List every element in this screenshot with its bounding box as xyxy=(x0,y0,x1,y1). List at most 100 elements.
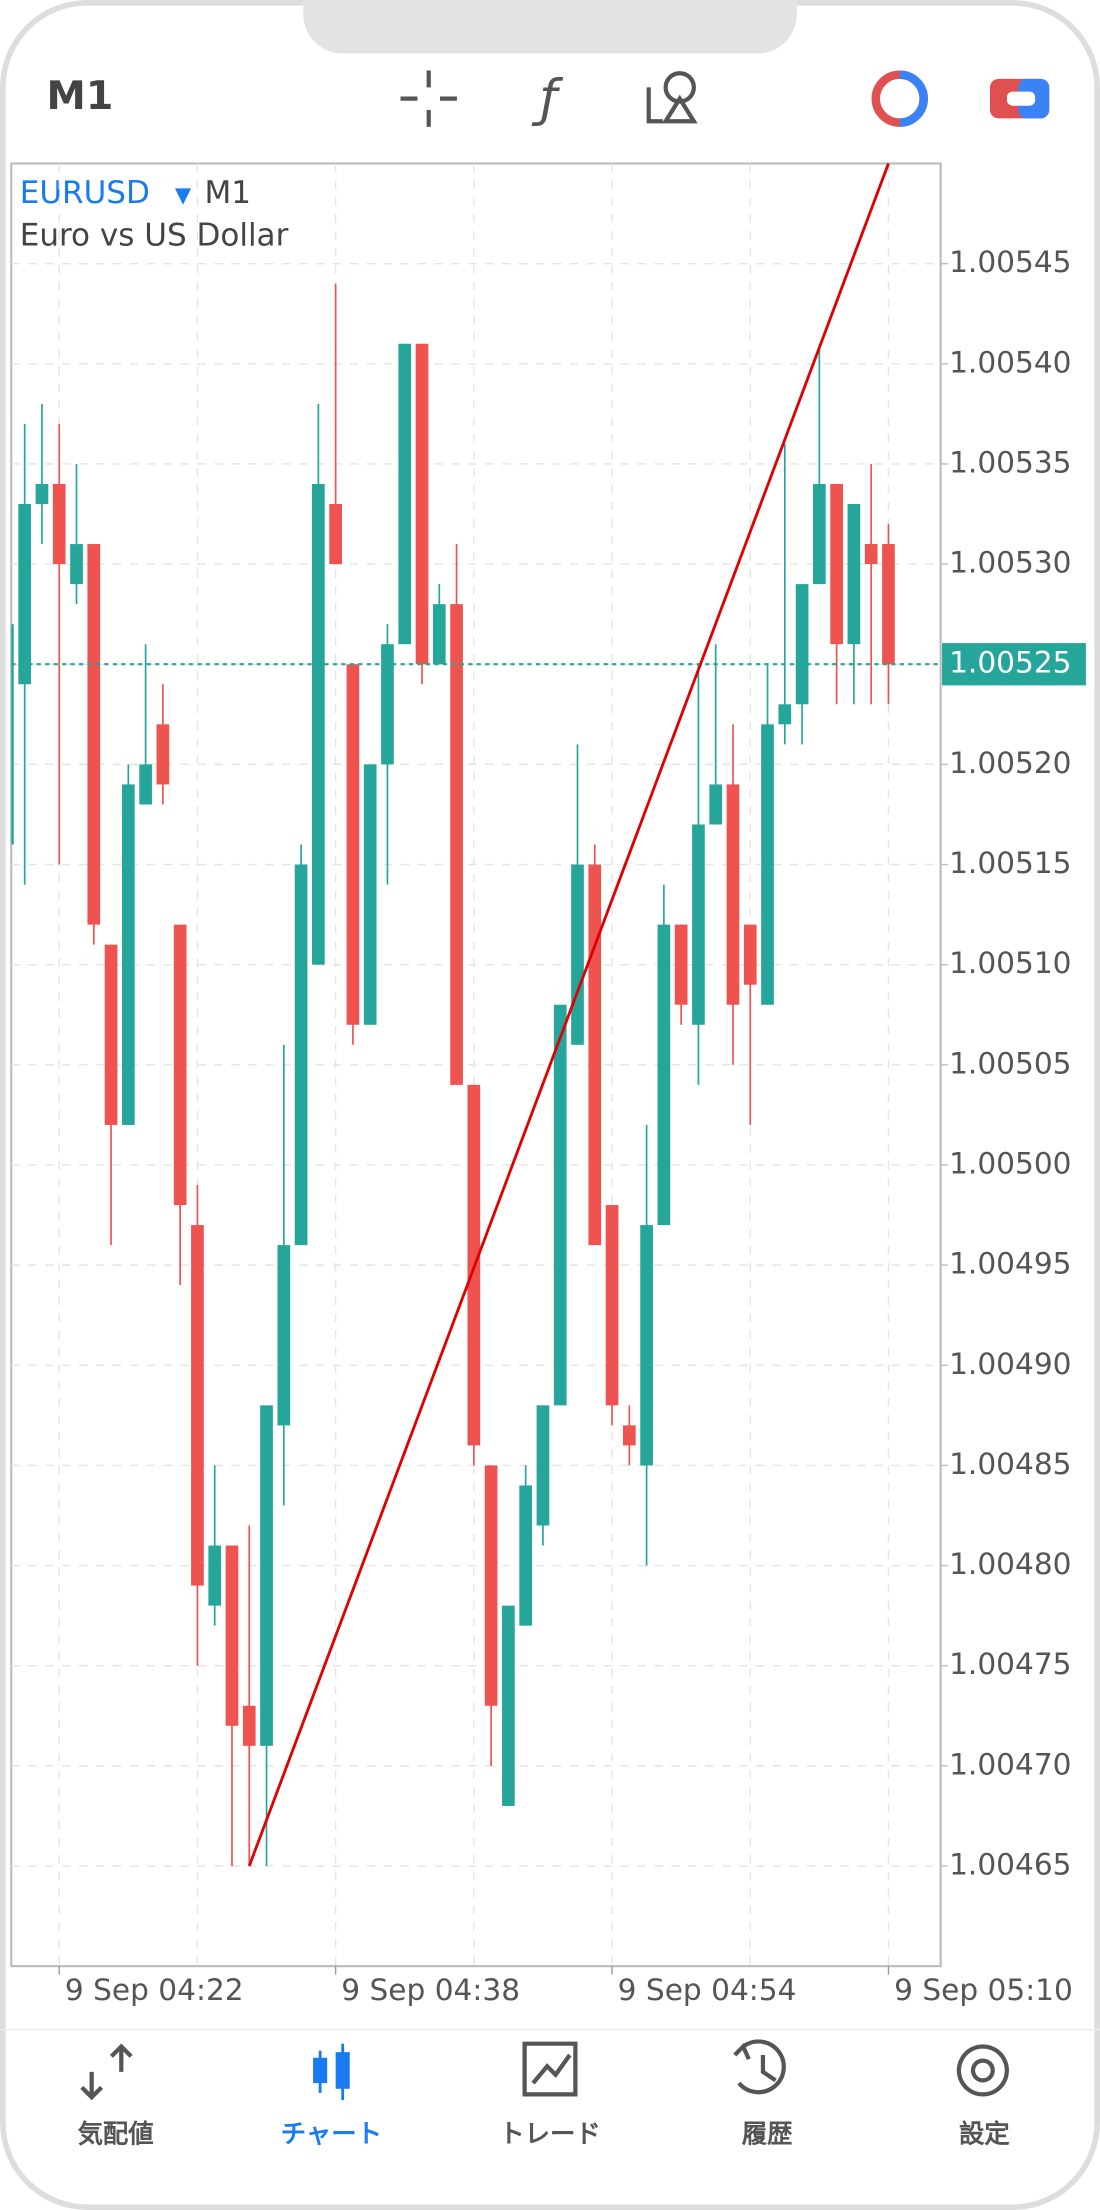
candle-body xyxy=(605,1205,619,1406)
candle-body xyxy=(450,604,463,1085)
candle-body xyxy=(536,1405,550,1526)
y-tick-label: 1.00505 xyxy=(949,1046,1071,1080)
candle-body xyxy=(761,724,774,1005)
current-price-label: 1.00525 xyxy=(949,646,1071,680)
y-tick-label: 1.00500 xyxy=(949,1146,1071,1180)
candle-body xyxy=(11,624,14,845)
candle-body xyxy=(847,503,861,645)
tab-label: 設定 xyxy=(959,2118,1010,2148)
y-tick-label: 1.00520 xyxy=(949,746,1071,780)
candle-body xyxy=(588,864,602,1246)
crosshair-icon[interactable] xyxy=(400,70,457,127)
tab-icon xyxy=(956,2044,1009,2097)
candle-body xyxy=(242,1705,256,1746)
candle-body xyxy=(622,1425,636,1446)
candle-body xyxy=(121,784,135,1125)
y-tick-label: 1.00495 xyxy=(949,1247,1071,1281)
candle-body xyxy=(640,1225,653,1466)
candle-body xyxy=(329,503,342,565)
tab[interactable]: トレード xyxy=(499,2041,601,2149)
candle-body xyxy=(398,343,412,645)
timeframe-button[interactable]: M1 xyxy=(47,73,114,119)
candle-body xyxy=(277,1245,291,1426)
candle-body xyxy=(743,924,757,985)
candle-body xyxy=(191,1225,204,1586)
candle-body xyxy=(519,1485,533,1626)
candle-body xyxy=(139,764,152,805)
candle-body xyxy=(225,1545,239,1726)
candle-body xyxy=(173,924,187,1206)
y-tick-label: 1.00540 xyxy=(949,345,1071,379)
account-icon[interactable] xyxy=(871,70,928,127)
candle-body xyxy=(18,503,32,685)
candle-body xyxy=(778,704,792,725)
candle-body xyxy=(692,824,705,1025)
candle-body xyxy=(260,1405,273,1746)
candle-body xyxy=(35,483,49,504)
x-tick-label: 9 Sep 04:54 xyxy=(618,1973,797,2007)
tab-label: 履歴 xyxy=(742,2118,793,2148)
y-tick-label: 1.00545 xyxy=(949,245,1071,279)
candle-body xyxy=(657,924,671,1226)
candle-body xyxy=(709,784,723,825)
y-tick-label: 1.00485 xyxy=(949,1447,1071,1481)
notch xyxy=(303,0,797,54)
trend-line xyxy=(247,162,890,1867)
candle-body xyxy=(208,1545,222,1606)
tab-label: チャート xyxy=(281,2118,382,2148)
y-tick-label: 1.00530 xyxy=(949,546,1071,580)
x-tick-label: 9 Sep 04:22 xyxy=(65,1973,244,2007)
candle-body xyxy=(795,584,809,705)
candle-body xyxy=(830,483,843,645)
tab-icon xyxy=(80,2043,133,2101)
candle-body xyxy=(813,483,826,585)
tab-icon xyxy=(522,2041,578,2097)
candle-body xyxy=(346,664,360,1025)
symbol-description: Euro vs US Dollar xyxy=(20,217,289,253)
candle-body xyxy=(156,724,170,785)
tab-icon xyxy=(733,2039,786,2095)
y-tick-label: 1.00475 xyxy=(949,1647,1071,1681)
candle-body xyxy=(432,604,446,665)
candle-body xyxy=(70,544,83,585)
trade-icon[interactable] xyxy=(990,78,1050,119)
tab[interactable]: 設定 xyxy=(956,2044,1010,2149)
candle-body xyxy=(104,944,118,1125)
y-tick-label: 1.00535 xyxy=(949,445,1071,479)
candle-body xyxy=(571,864,584,1045)
y-tick-label: 1.00480 xyxy=(949,1547,1071,1581)
candle-body xyxy=(312,483,325,965)
candle-body xyxy=(415,343,429,665)
y-tick-label: 1.00465 xyxy=(949,1848,1071,1882)
tab[interactable]: 履歴 xyxy=(733,2039,793,2148)
candle-body xyxy=(484,1465,498,1706)
tab-label: 気配値 xyxy=(78,2118,154,2148)
candle-body xyxy=(864,544,878,565)
candle-body xyxy=(294,864,308,1246)
candle-body xyxy=(726,784,740,1005)
candle-body xyxy=(87,544,101,925)
candle-body xyxy=(502,1605,515,1806)
y-tick-label: 1.00470 xyxy=(949,1747,1071,1781)
symbol[interactable]: EURUSD xyxy=(20,175,150,211)
tab[interactable]: 気配値 xyxy=(78,2043,154,2149)
tab-label: トレード xyxy=(499,2118,600,2148)
tab-icon xyxy=(313,2057,328,2084)
candle-body xyxy=(381,644,394,765)
objects-icon[interactable] xyxy=(646,71,698,124)
chart-timeframe: M1 xyxy=(204,175,250,211)
y-tick-label: 1.00515 xyxy=(949,846,1071,880)
tab-icon xyxy=(335,2052,350,2089)
y-tick-label: 1.00490 xyxy=(949,1347,1071,1381)
current-price-box xyxy=(942,643,1086,686)
candle-body xyxy=(52,483,66,565)
symbol-dropdown[interactable]: ▼ xyxy=(175,182,192,207)
candle-body xyxy=(674,924,688,1005)
x-tick-label: 9 Sep 05:10 xyxy=(894,1973,1073,2007)
tab[interactable]: チャート xyxy=(281,2043,382,2149)
x-tick-label: 9 Sep 04:38 xyxy=(341,1973,520,2007)
candle-body xyxy=(363,764,377,1025)
candle-body xyxy=(882,544,895,665)
